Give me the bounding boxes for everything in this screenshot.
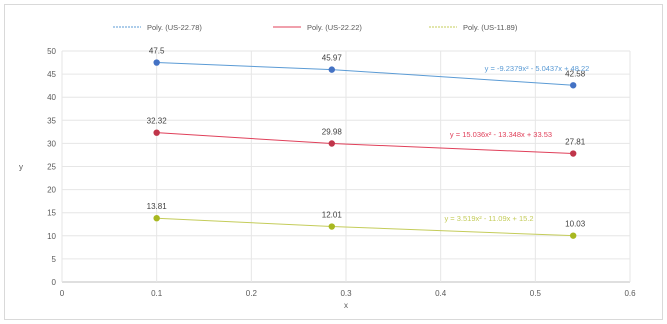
data-label: 10.03 (565, 220, 586, 229)
chart-frame: 0 5 10 15 20 25 30 35 40 45 50 0 0.1 0.2 0.3 0.4 0.5 0.6 y… (4, 4, 663, 320)
y-tick-label: 10 (47, 232, 56, 241)
data-point (328, 140, 335, 147)
y-tick-label: 20 (47, 186, 56, 195)
trendline-equation: y = 15.036x² - 13.348x + 33.53 (450, 130, 552, 139)
data-point (153, 214, 160, 222)
y-axis-title: y (19, 163, 23, 172)
trendline-equation: y = -9.2379x² - 5.0437x + 48.22 (485, 64, 590, 73)
data-label: 45.97 (322, 54, 343, 63)
data-point (570, 82, 577, 89)
data-point (328, 223, 335, 230)
legend-entry: Poly. (US-11.89) (463, 23, 518, 32)
y-tick-label: 15 (47, 209, 56, 218)
data-label: 47.5 (149, 47, 165, 56)
x-tick-label: 0.4 (435, 289, 447, 298)
y-tick-label: 35 (47, 116, 56, 125)
x-tick-label: 0 (60, 289, 65, 298)
y-tick-label: 30 (47, 139, 56, 148)
data-label: 42.58 (565, 69, 586, 78)
y-tick-label: 25 (47, 163, 56, 172)
data-point (328, 66, 335, 73)
x-tick-label: 0.1 (151, 289, 163, 298)
x-tick-label: 0.5 (530, 289, 542, 298)
legend-entry: Poly. (US-22.78) (147, 23, 202, 32)
trendline-equation: y = 3.519x² - 11.09x + 15.2 (444, 214, 533, 223)
data-label: 13.81 (147, 202, 168, 211)
data-label: 29.98 (322, 127, 343, 136)
y-tick-label: 50 (47, 47, 56, 56)
x-tick-label: 0.6 (624, 289, 636, 298)
y-tick-label: 0 (52, 278, 57, 287)
data-point (153, 59, 160, 66)
x-tick-label: 0.2 (246, 289, 258, 298)
line-chart: 0 5 10 15 20 25 30 35 40 45 50 0 0.1 0.2 0.3 0.4 0.5 0.6 y… (19, 23, 636, 310)
data-point (153, 129, 160, 136)
data-label: 12.01 (322, 211, 343, 220)
legend-entry: Poly. (US-22.22) (307, 23, 362, 32)
x-axis-title: x (344, 301, 348, 310)
y-tick-label: 5 (52, 255, 57, 264)
data-point (570, 150, 577, 157)
y-tick-label: 40 (47, 93, 56, 102)
data-label: 27.81 (565, 138, 586, 147)
data-label: 32.32 (147, 117, 168, 126)
x-tick-label: 0.3 (340, 289, 352, 298)
y-tick-label: 45 (47, 70, 56, 79)
data-point (570, 232, 577, 239)
